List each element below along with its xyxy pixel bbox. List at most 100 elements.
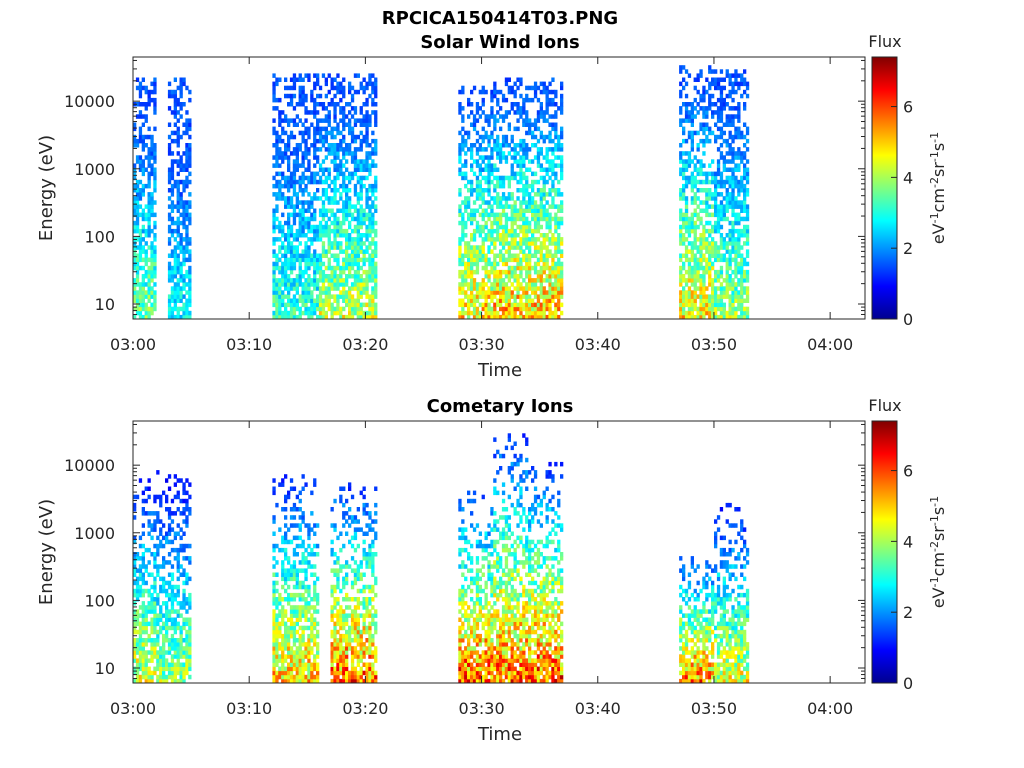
flux-cell [287, 257, 291, 263]
flux-cell [478, 163, 482, 168]
flux-cell [737, 155, 741, 160]
flux-cell [737, 241, 741, 246]
flux-cell [533, 200, 538, 205]
flux-cell [310, 97, 314, 103]
flux-cell [470, 274, 474, 279]
flux-cell [531, 196, 535, 201]
flux-cell [682, 224, 686, 230]
flux-cell [368, 183, 372, 189]
flux-cell [147, 678, 151, 684]
flux-cell [138, 81, 143, 87]
flux-cell [333, 233, 337, 238]
flux-cell [289, 212, 294, 218]
flux-cell [679, 237, 683, 242]
flux-cell [513, 253, 517, 258]
flux-cell [307, 253, 311, 258]
flux-cell [284, 274, 288, 279]
flux-cell [362, 220, 366, 226]
flux-cell [528, 126, 532, 132]
flux-cell [696, 196, 700, 201]
flux-cell [522, 265, 526, 271]
flux-cell [188, 662, 192, 667]
flux-cell [284, 670, 288, 676]
flux-cell [699, 69, 703, 74]
flux-cell [557, 257, 561, 263]
flux-cell [150, 654, 154, 659]
flux-cell [167, 650, 172, 655]
flux-cell [464, 278, 468, 283]
flux-cell [327, 130, 331, 136]
flux-cell [324, 298, 328, 303]
flux-cell [554, 130, 558, 136]
flux-cell [737, 314, 741, 320]
flux-cell [728, 73, 732, 78]
flux-cell [133, 183, 137, 189]
flux-cell [281, 638, 285, 643]
flux-cell [170, 167, 175, 172]
flux-cell [336, 274, 340, 279]
flux-cell [493, 188, 497, 193]
flux-cell [743, 274, 747, 279]
flux-cell [301, 77, 305, 82]
flux-cell [301, 93, 305, 99]
flux-cell [365, 196, 369, 201]
flux-cell [289, 102, 294, 107]
flux-cell [362, 212, 366, 218]
flux-cell [353, 110, 358, 115]
flux-cell [504, 97, 509, 103]
flux-cell [278, 527, 282, 532]
flux-cell [554, 228, 558, 234]
flux-cell [702, 151, 706, 156]
flux-cell [153, 588, 157, 594]
flux-cell [487, 183, 491, 189]
flux-cell [461, 106, 465, 111]
flux-cell [324, 114, 328, 119]
flux-cell [461, 233, 465, 238]
flux-cell [176, 646, 180, 651]
flux-cell [170, 511, 175, 516]
flux-cell [185, 282, 189, 287]
flux-cell [275, 77, 279, 82]
flux-cell [513, 298, 517, 303]
flux-cell [516, 224, 520, 230]
flux-cell [487, 118, 491, 123]
flux-cell [342, 151, 346, 156]
flux-cell [356, 269, 360, 275]
flux-cell [281, 621, 285, 627]
flux-cell [699, 171, 703, 177]
flux-cell [342, 188, 346, 193]
flux-cell [278, 188, 282, 193]
flux-cell [461, 253, 465, 258]
flux-cell [324, 138, 328, 144]
flux-cell [696, 278, 700, 283]
flux-cell [743, 163, 747, 168]
flux-cell [182, 294, 186, 299]
flux-cell [481, 282, 485, 287]
flux-cell [359, 224, 363, 230]
flux-cell [684, 216, 689, 222]
flux-cell [167, 306, 172, 312]
flux-cell [475, 294, 480, 299]
flux-cell [542, 286, 546, 291]
flux-cell [170, 159, 175, 164]
flux-cell [281, 212, 285, 218]
flux-cell [310, 200, 314, 205]
flux-cell [714, 196, 718, 201]
flux-cell [138, 253, 143, 258]
flux-cell [318, 306, 323, 312]
flux-cell [348, 85, 352, 91]
flux-cell [333, 286, 337, 291]
flux-cell [490, 290, 494, 295]
flux-cell [159, 650, 163, 655]
flux-cell [281, 183, 285, 189]
flux-cell [188, 302, 192, 308]
flux-cell [173, 286, 177, 291]
flux-cell [525, 282, 529, 287]
flux-cell [696, 216, 700, 222]
flux-cell [141, 302, 145, 308]
flux-cell [275, 97, 279, 103]
flux-cell [475, 257, 480, 263]
flux-cell [316, 81, 320, 87]
flux-cell [304, 294, 308, 299]
flux-cell [708, 233, 712, 238]
